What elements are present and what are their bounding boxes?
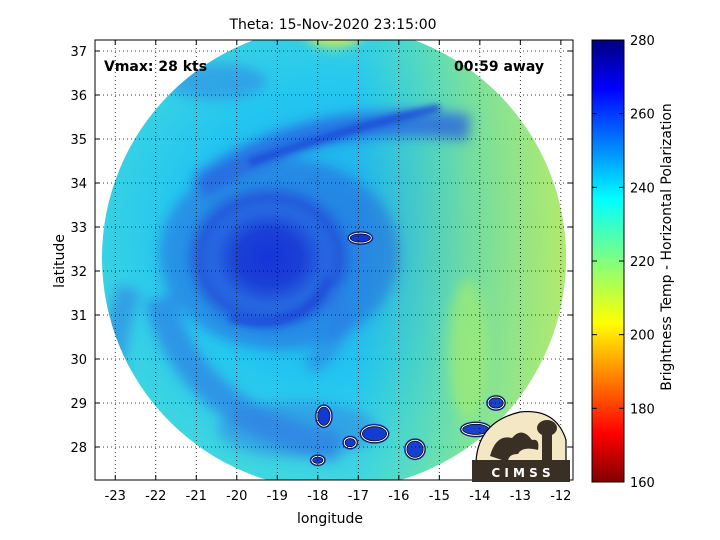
island-outline xyxy=(343,437,357,449)
x-tick-label: -20 xyxy=(226,489,247,504)
microwave-swath xyxy=(102,40,566,480)
x-tick-label: -21 xyxy=(186,489,207,504)
inner-band xyxy=(303,282,350,375)
colorbar-tick-label: 260 xyxy=(630,108,655,123)
y-tick-label: 34 xyxy=(70,177,87,192)
x-tick-label: -15 xyxy=(429,489,450,504)
colorbar-tick-label: 180 xyxy=(630,402,655,417)
colorbar-tick-label: 220 xyxy=(630,255,655,270)
colorbar-scale xyxy=(591,39,625,483)
colorbar-label: Brightness Temp - Horizontal Polarizatio… xyxy=(659,103,675,391)
y-axis-label: latitude xyxy=(52,234,68,288)
x-axis-ticks: -23 -22 -21 -20 -19 -18 -17 -16 -15 -14 -13 -12 xyxy=(105,40,571,504)
lat-lon-grid xyxy=(95,40,573,480)
y-tick-label: 32 xyxy=(70,265,87,280)
logo-text: C I M S S xyxy=(491,466,550,480)
x-tick-label: -12 xyxy=(550,489,571,504)
fine-band xyxy=(247,103,441,167)
y-tick-label: 31 xyxy=(70,309,87,324)
x-tick-label: -17 xyxy=(348,489,369,504)
island-fill xyxy=(359,423,390,444)
north-rain-band xyxy=(191,110,471,199)
south-cloud-patch xyxy=(217,401,378,458)
island-outline xyxy=(361,425,389,443)
satellite-dish-icon xyxy=(490,432,539,462)
x-tick-label: -18 xyxy=(307,489,328,504)
x-tick-label: -14 xyxy=(469,489,490,504)
colorbar-tick-label: 280 xyxy=(630,34,655,49)
x-axis-label: longitude xyxy=(297,511,363,527)
y-tick-label: 33 xyxy=(70,221,87,236)
island-outline xyxy=(487,396,505,410)
colorbar-ticks: 160 180 200 220 240 260 280 xyxy=(592,34,655,491)
water-tower-icon xyxy=(542,430,552,462)
y-axis-ticks: 28 29 30 31 32 33 34 35 36 37 xyxy=(70,45,573,456)
fine-band xyxy=(228,275,333,327)
colorbar-tick-label: 240 xyxy=(630,181,655,196)
axes-frame xyxy=(94,39,574,481)
y-tick-label: 28 xyxy=(70,441,87,456)
x-tick-label: -22 xyxy=(145,489,166,504)
island-outline xyxy=(316,405,332,427)
x-tick-label: -13 xyxy=(510,489,531,504)
cimss-logo: C I M S S xyxy=(472,410,570,482)
y-tick-label: 36 xyxy=(70,89,87,104)
chart-title: Theta: 15-Nov-2020 23:15:00 xyxy=(228,17,436,33)
island-fill xyxy=(404,438,427,461)
x-tick-label: -16 xyxy=(388,489,409,504)
island-outline xyxy=(348,232,372,244)
time-away-label: 00:59 away xyxy=(454,59,544,75)
storm-center xyxy=(199,197,340,318)
east-warm-strip xyxy=(447,280,488,421)
y-tick-label: 37 xyxy=(70,45,87,60)
colorbar-tick-label: 200 xyxy=(630,329,655,344)
y-tick-label: 35 xyxy=(70,133,87,148)
vmax-label: Vmax: 28 kts xyxy=(104,59,207,75)
y-tick-label: 29 xyxy=(70,397,87,412)
x-tick-label: -23 xyxy=(105,489,126,504)
map-axes: -23 -22 -21 -20 -19 -18 -17 -16 -15 -14 -13 -12 282… xyxy=(70,39,574,504)
y-tick-label: 30 xyxy=(70,353,87,368)
x-tick-label: -19 xyxy=(267,489,288,504)
colorbar-tick-label: 160 xyxy=(630,476,655,491)
colorbar: 160 180 200 220 240 260 280 Brightness Temp - … xyxy=(591,34,675,491)
island-outline xyxy=(405,439,425,459)
